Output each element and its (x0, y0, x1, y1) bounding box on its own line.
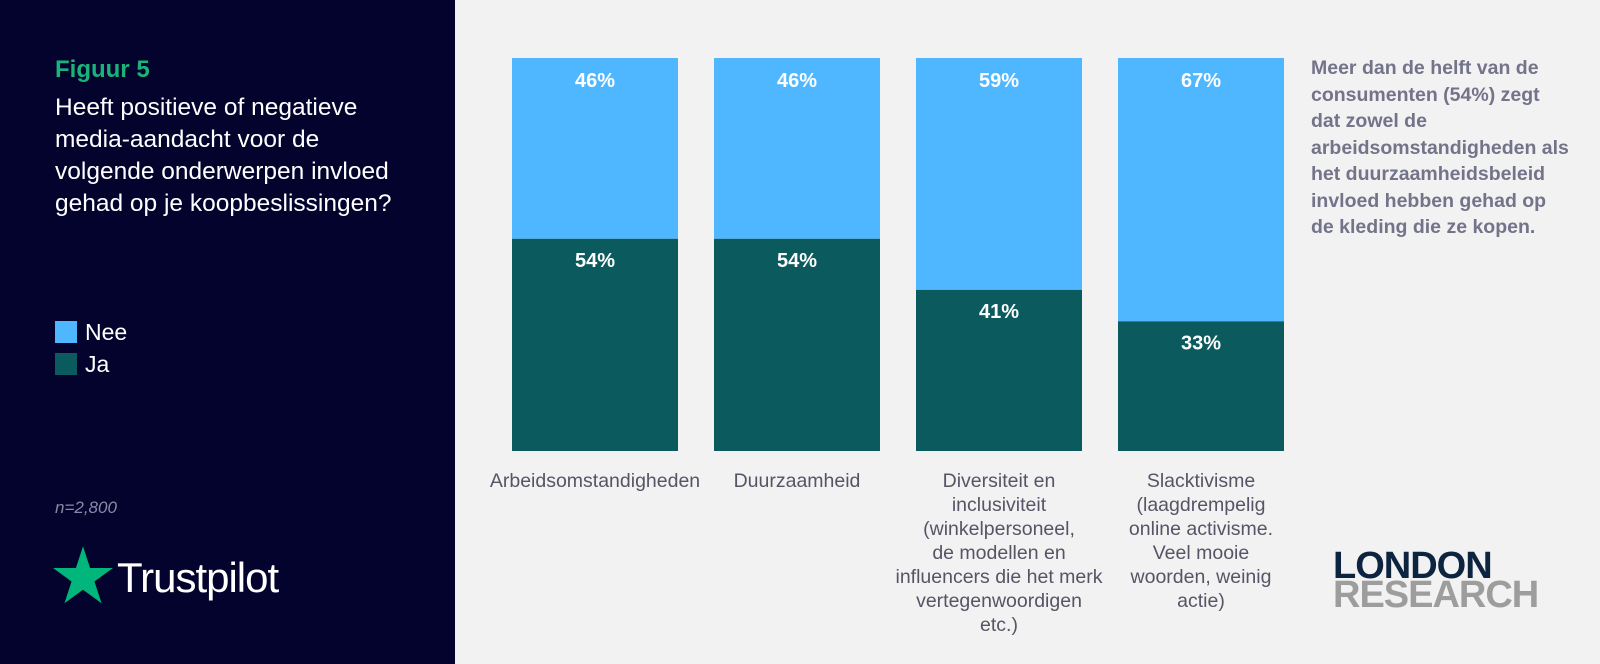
legend-label-nee: Nee (85, 318, 128, 345)
legend-swatch-nee (55, 321, 77, 343)
chart-question: Heeft positieve of negatieve media-aanda… (55, 94, 392, 217)
legend-swatch-ja (55, 353, 77, 375)
left-panel: Figuur 5 Heeft positieve of negatieve me… (0, 0, 455, 664)
legend-label-ja: Ja (85, 350, 110, 377)
bar-segment-nee (1118, 58, 1284, 322)
chart-note: Meer dan de helft van de consumenten (54… (1311, 57, 1569, 238)
sample-size: n=2,800 (55, 498, 117, 517)
data-label-ja: 33% (1181, 332, 1221, 354)
legend-item-ja: Ja (55, 348, 127, 380)
trustpilot-logo: Trustpilot (53, 546, 279, 604)
legend-item-nee: Nee (55, 316, 127, 348)
data-label-nee: 46% (777, 70, 817, 92)
category-label: Duurzaamheid (734, 470, 861, 492)
data-label-nee: 59% (979, 70, 1019, 92)
bar-segment-ja (512, 238, 678, 451)
bar-segment-ja (1118, 321, 1284, 451)
data-label-ja: 54% (777, 250, 817, 272)
bar-segment-ja (714, 238, 880, 451)
data-label-nee: 67% (1181, 70, 1221, 92)
brand-line-1: LONDON (1333, 545, 1493, 587)
brand-line-2: RESEARCH (1333, 574, 1539, 616)
bar-segment-nee (714, 58, 880, 239)
bar-segment-nee (916, 58, 1082, 290)
stacked-bar-chart: 46% 54% Arbeidsomstandigheden 46% 54% Duurzaa… (490, 58, 1284, 636)
bar-segment-ja (916, 289, 1082, 451)
bar-segment-nee (512, 58, 678, 239)
data-label-ja: 41% (979, 301, 1019, 323)
legend: Nee Ja (55, 316, 127, 380)
data-label-nee: 46% (575, 70, 615, 92)
london-research-logo: LONDON RESEARCH (1333, 545, 1539, 616)
data-label-ja: 54% (575, 250, 615, 272)
category-label: Arbeidsomstandigheden (490, 470, 700, 492)
star-icon (53, 546, 113, 604)
category-label: Slacktivisme (laagdrempelig online activis… (1129, 470, 1273, 612)
trustpilot-wordmark: Trustpilot (117, 554, 279, 601)
category-label: Diversiteit en inclusiviteit (winkelperson… (895, 470, 1102, 636)
figure-label: Figuur 5 (55, 56, 150, 83)
